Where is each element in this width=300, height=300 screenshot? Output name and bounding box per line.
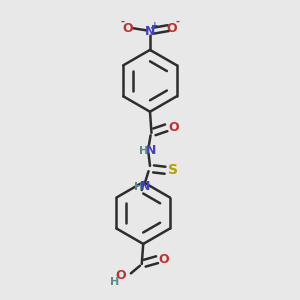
Text: H: H	[110, 277, 119, 286]
Text: O: O	[116, 269, 127, 282]
Text: O: O	[159, 253, 170, 266]
Text: O: O	[167, 22, 177, 34]
Text: +: +	[152, 21, 159, 30]
Text: N: N	[140, 180, 150, 193]
Text: H: H	[134, 182, 143, 191]
Text: -: -	[176, 17, 180, 27]
Text: H: H	[140, 146, 149, 156]
Text: O: O	[123, 22, 133, 34]
Text: N: N	[145, 25, 155, 38]
Text: O: O	[168, 121, 178, 134]
Text: S: S	[168, 163, 178, 177]
Text: N: N	[146, 144, 156, 157]
Text: -: -	[120, 17, 124, 27]
